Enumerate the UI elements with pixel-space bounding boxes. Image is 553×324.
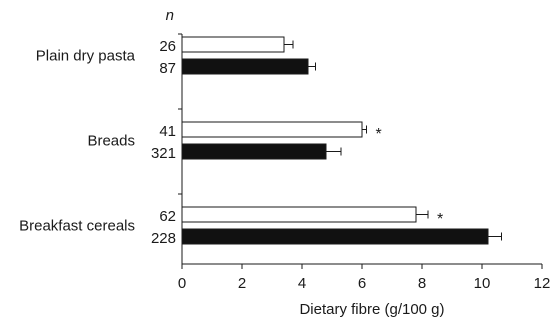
bar-filled [181,58,309,75]
bar-filled [181,143,327,160]
n-label: 87 [159,60,176,77]
y-axis: n Plain dry pasta Breads Breakfast cereals [19,7,183,264]
bar-open [181,121,363,138]
x-axis: 0 2 4 6 8 10 12 Dietary fibre (g/100 g) [178,263,551,318]
category-label: Plain dry pasta [36,48,136,65]
bar-open [181,206,417,223]
x-tick-label: 4 [298,275,306,292]
x-tick-label: 0 [178,275,186,292]
x-tick-label: 2 [238,275,246,292]
x-tick-label: 6 [358,275,366,292]
significance-marker: * [376,126,382,143]
plot-area: 26 41 * 62 * 87 321 228 [151,36,502,247]
n-label: 41 [159,123,176,140]
bar-open [181,36,285,53]
category-label: Breads [87,133,135,150]
x-tick-label: 12 [534,275,551,292]
n-label: 26 [159,38,176,55]
n-label: 62 [159,208,176,225]
bar-filled [181,228,489,245]
x-axis-title: Dietary fibre (g/100 g) [299,301,444,318]
n-label: 321 [151,145,176,162]
category-label: Breakfast cereals [19,218,135,235]
x-tick-label: 10 [474,275,491,292]
n-label: 228 [151,230,176,247]
significance-marker: * [437,211,443,228]
n-header: n [166,7,174,24]
x-tick-label: 8 [418,275,426,292]
